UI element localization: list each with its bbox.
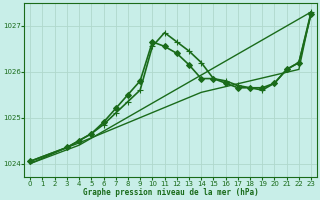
X-axis label: Graphe pression niveau de la mer (hPa): Graphe pression niveau de la mer (hPa)	[83, 188, 259, 197]
